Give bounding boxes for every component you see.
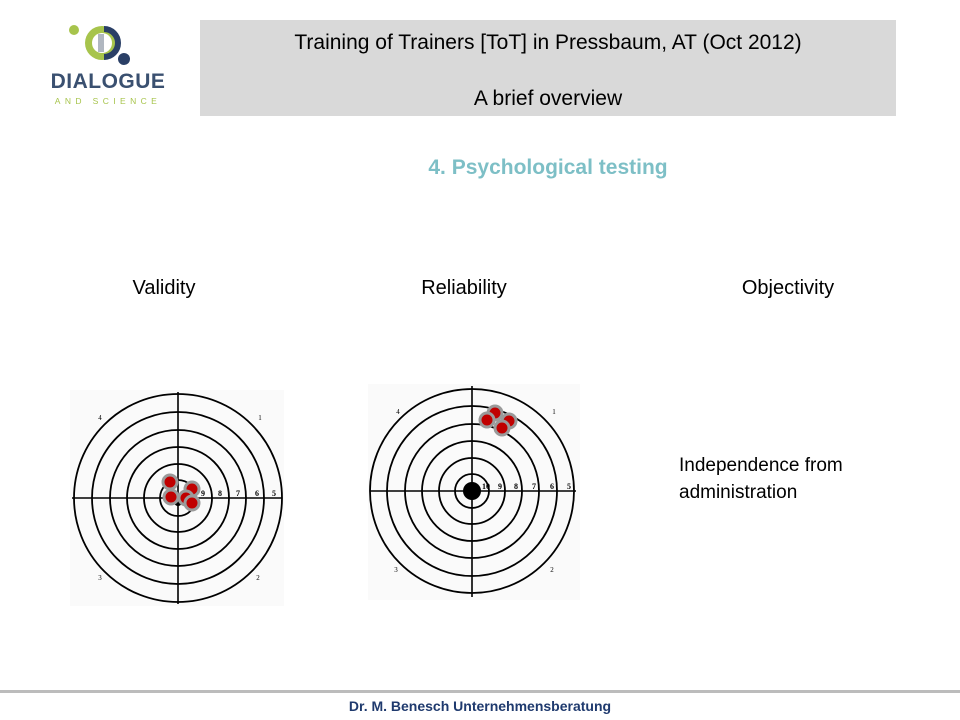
ring-number: 7 bbox=[236, 489, 240, 498]
header-subtitle: A brief overview bbox=[473, 87, 623, 110]
validity-target: 9 8 7 6 5 1 2 3 4 bbox=[70, 390, 284, 606]
quadrant-number: 2 bbox=[256, 574, 260, 582]
ring-number: 6 bbox=[255, 489, 259, 498]
quadrant-number: 3 bbox=[394, 566, 398, 574]
ring-number: 8 bbox=[514, 482, 518, 491]
reliability-target: 10 9 8 7 6 5 1 2 3 4 bbox=[368, 384, 580, 600]
quadrant-number: 1 bbox=[552, 408, 556, 416]
section-title: 4. Psychological testing bbox=[428, 156, 668, 179]
ring-number: 8 bbox=[218, 489, 222, 498]
quadrant-number: 4 bbox=[98, 414, 102, 422]
validity-label: Validity bbox=[132, 277, 196, 299]
ring-number: 9 bbox=[201, 489, 205, 498]
quadrant-number: 3 bbox=[98, 574, 102, 582]
logo-subtitle: AND SCIENCE bbox=[54, 96, 162, 106]
header-title: Training of Trainers [ToT] in Pressbaum,… bbox=[294, 31, 802, 54]
footer-text: Dr. M. Benesch Unternehmensberatung bbox=[348, 698, 612, 714]
quadrant-number: 2 bbox=[550, 566, 554, 574]
reliability-label: Reliability bbox=[421, 277, 507, 299]
quadrant-number: 1 bbox=[258, 414, 262, 422]
ring-number: 5 bbox=[567, 482, 571, 491]
logo-title: DIALOGUE bbox=[50, 70, 166, 93]
ring-number: 6 bbox=[550, 482, 554, 491]
company-logo: DIALOGUE AND SCIENCE bbox=[48, 18, 168, 118]
ring-number: 7 bbox=[532, 482, 536, 491]
quadrant-number: 4 bbox=[396, 408, 400, 416]
objectivity-description: Independence from administration bbox=[679, 455, 843, 503]
ring-number: 9 bbox=[498, 482, 502, 491]
center-number: 10 bbox=[482, 482, 490, 491]
footer-divider bbox=[0, 690, 960, 693]
ring-number: 5 bbox=[272, 489, 276, 498]
logo-mark-icon bbox=[69, 25, 130, 65]
header-banner: Training of Trainers [ToT] in Pressbaum,… bbox=[200, 20, 896, 116]
objectivity-label: Objectivity bbox=[741, 277, 835, 299]
